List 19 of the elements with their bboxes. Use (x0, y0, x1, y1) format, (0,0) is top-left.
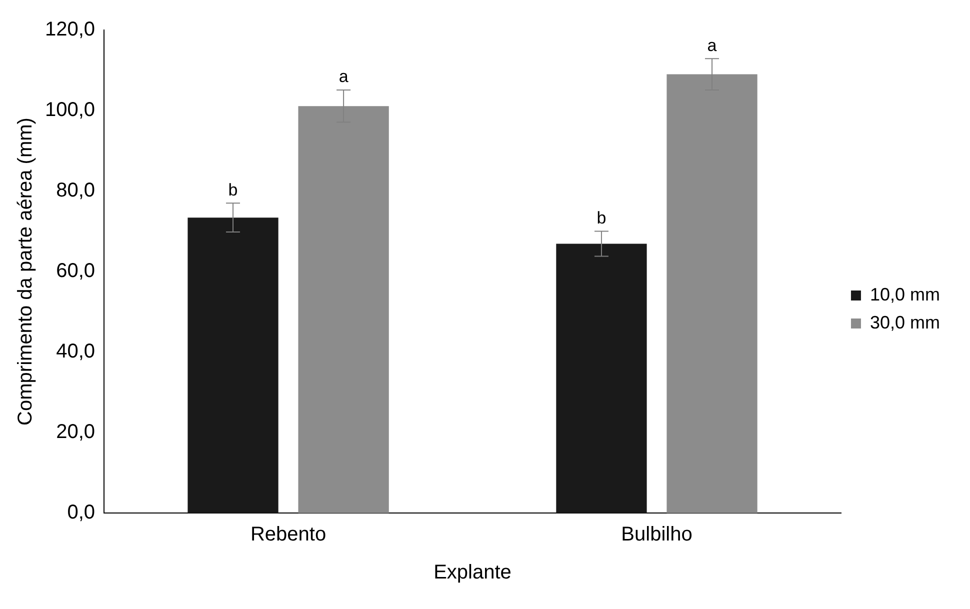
y-tick-label: 80,0 (56, 180, 96, 202)
y-tick-label: 120,0 (44, 18, 96, 41)
x-axis-title: Explante (434, 562, 512, 584)
x-tick-label: Bulbilho (621, 524, 692, 546)
bar (556, 244, 647, 513)
y-tick-label: 100,0 (44, 99, 96, 122)
y-axis-title: Comprimento da parte aérea (mm) (14, 118, 37, 426)
y-tick-label: 40,0 (56, 340, 96, 363)
annotation: a (338, 67, 349, 86)
annotation: a (707, 36, 718, 55)
annotation: b (596, 208, 606, 228)
annotation: b (228, 180, 238, 200)
legend-label: 30,0 mm (870, 312, 940, 332)
y-tick-label: 60,0 (56, 260, 96, 282)
bar (188, 218, 278, 513)
x-tick-label: Rebento (250, 524, 326, 546)
legend-label: 10,0 mm (870, 284, 940, 304)
y-tick-label: 0,0 (67, 502, 96, 524)
y-tick-label: 20,0 (56, 421, 96, 444)
